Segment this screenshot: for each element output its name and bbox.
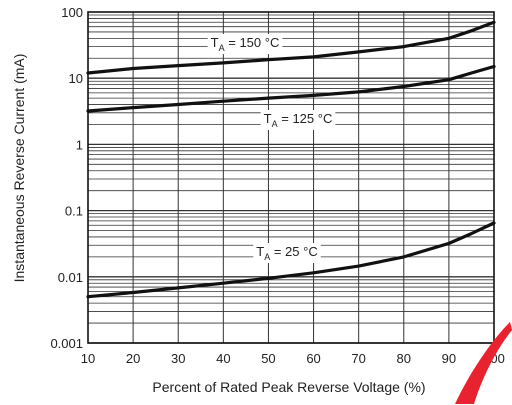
x-tick-label: 80 [397,351,411,366]
y-tick-label: 0.1 [65,204,83,219]
x-tick-label: 30 [171,351,185,366]
curve-label-150c-group: TA = 150 °C [207,34,283,54]
curve-label-25c-group: TA = 25 °C [253,243,321,263]
curve-125c [86,64,496,113]
curve-label-main: T [264,111,272,126]
x-tick-label: 50 [261,351,275,366]
y-tick-label: 0.001 [50,336,83,351]
chart-labels: 10 20 30 40 50 60 70 80 90 1001001010.10.010.001T… [50,5,504,366]
curve-label-150c: TA = 150 °C [211,35,280,53]
curve-label-125c-group: TA = 125 °C [260,110,336,130]
x-axis-title: Percent of Rated Peak Reverse Voltage (%… [152,379,425,395]
curve-label-value: = 150 °C [225,35,280,50]
y-tick-label: 0.01 [58,270,83,285]
chart-grid [87,12,495,344]
curve-label-background [253,243,321,263]
curve-label-subscript: A [272,119,278,129]
curve-label-subscript: A [219,43,225,53]
curve-label-value: = 25 °C [270,244,317,259]
y-tick-label: 1 [76,137,83,152]
curve-label-main: T [256,244,264,259]
curve-150c [86,20,496,75]
y-axis-title: Instantaneous Reverse Current (mA) [11,54,27,283]
x-tick-label: 70 [351,351,365,366]
curve-label-main: T [211,35,219,50]
x-tick-label: 60 [306,351,320,366]
x-tick-label: 90 [442,351,456,366]
chart-curves [86,20,496,299]
curve-label-background [207,34,283,54]
curve-label-subscript: A [264,252,270,262]
y-tick-label: 100 [61,5,83,20]
plot-frame [87,11,495,344]
curve-label-value: = 125 °C [278,111,333,126]
curve-label-background [260,110,336,130]
curve-label-125c: TA = 125 °C [264,111,333,129]
y-tick-label: 10 [69,71,83,86]
watermark-swoosh [455,322,512,404]
curve-25c [86,221,496,299]
x-tick-label: 10 [81,351,95,366]
curve-label-25c: TA = 25 °C [256,244,317,262]
x-tick-label: 20 [126,351,140,366]
x-tick-label: 40 [216,351,230,366]
